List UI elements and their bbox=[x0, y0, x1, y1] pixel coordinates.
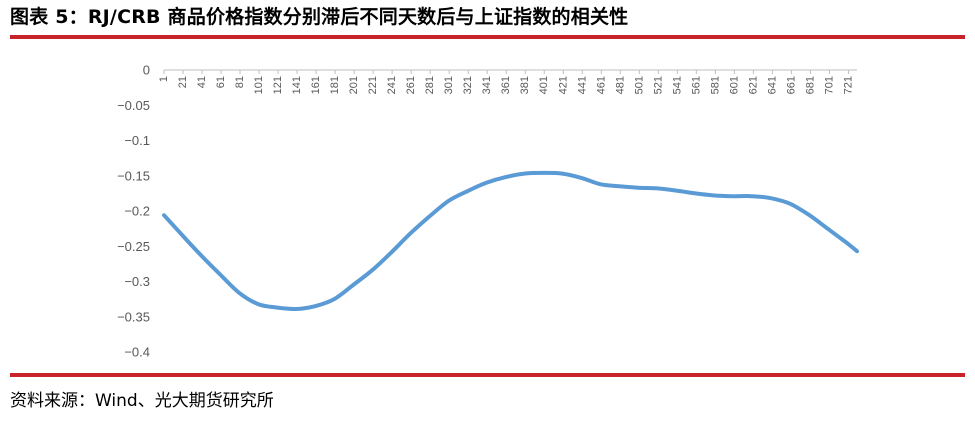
figure-title: 图表 5：RJ/CRB 商品价格指数分别滞后不同天数后与上证指数的相关性 bbox=[10, 6, 629, 28]
y-tick-labels: 0 −0.05 −0.1 −0.15 −0.2 −0.25 −0.3 −0.35 −0.4 bbox=[117, 63, 150, 360]
y-tick-label: 0 bbox=[143, 63, 150, 78]
x-tick-label: 661 bbox=[785, 76, 797, 94]
x-tick-labels: 1 21 41 61 81 101 121 141 161 181 201 221 241 261 281 3… bbox=[158, 76, 854, 94]
y-tick-label: −0.3 bbox=[124, 274, 150, 289]
y-tick-label: −0.05 bbox=[117, 98, 150, 113]
x-tick-label: 241 bbox=[386, 76, 398, 94]
x-tick-label: 341 bbox=[481, 76, 493, 94]
x-tick-label: 361 bbox=[500, 76, 512, 94]
x-tick-label: 561 bbox=[690, 76, 702, 94]
x-tick-label: 401 bbox=[538, 76, 550, 94]
x-tick-label: 621 bbox=[747, 76, 759, 94]
x-tick-label: 441 bbox=[576, 76, 588, 94]
y-tick-label: −0.1 bbox=[124, 133, 150, 148]
x-tick-label: 21 bbox=[177, 76, 189, 88]
x-tick-label: 321 bbox=[462, 76, 474, 94]
x-tick-label: 721 bbox=[842, 76, 854, 94]
x-tick-label: 461 bbox=[595, 76, 607, 94]
y-tick-label: −0.4 bbox=[124, 345, 150, 360]
x-tick-label: 381 bbox=[519, 76, 531, 94]
x-tick-label: 181 bbox=[329, 76, 341, 94]
x-tick-label: 81 bbox=[234, 76, 246, 88]
x-tick-label: 521 bbox=[652, 76, 664, 94]
x-tick-label: 681 bbox=[804, 76, 816, 94]
x-tick-label: 121 bbox=[272, 76, 284, 94]
source-note: 资料来源：Wind、光大期货研究所 bbox=[10, 391, 274, 411]
x-tick-label: 201 bbox=[348, 76, 360, 94]
x-tick-label: 301 bbox=[443, 76, 455, 94]
x-tick-label: 61 bbox=[215, 76, 227, 88]
x-tick-label: 141 bbox=[291, 76, 303, 94]
y-tick-label: −0.15 bbox=[117, 168, 150, 183]
x-ticks bbox=[163, 70, 849, 74]
x-tick-label: 1 bbox=[158, 76, 170, 82]
x-tick-label: 601 bbox=[728, 76, 740, 94]
x-tick-label: 421 bbox=[557, 76, 569, 94]
title-divider bbox=[10, 35, 965, 39]
x-tick-label: 261 bbox=[405, 76, 417, 94]
x-tick-label: 481 bbox=[614, 76, 626, 94]
x-tick-label: 221 bbox=[367, 76, 379, 94]
correlation-series-line bbox=[162, 170, 859, 312]
x-tick-label: 41 bbox=[196, 76, 208, 88]
y-tick-label: −0.25 bbox=[117, 239, 150, 254]
x-tick-label: 541 bbox=[671, 76, 683, 94]
x-tick-label: 701 bbox=[823, 76, 835, 94]
y-tick-label: −0.2 bbox=[124, 204, 150, 219]
x-tick-label: 161 bbox=[310, 76, 322, 94]
x-tick-label: 501 bbox=[633, 76, 645, 94]
x-tick-label: 101 bbox=[253, 76, 265, 94]
y-tick-label: −0.35 bbox=[117, 309, 150, 324]
x-tick-label: 581 bbox=[709, 76, 721, 94]
x-tick-label: 641 bbox=[766, 76, 778, 94]
footer-divider bbox=[10, 373, 965, 377]
x-tick-label: 281 bbox=[424, 76, 436, 94]
